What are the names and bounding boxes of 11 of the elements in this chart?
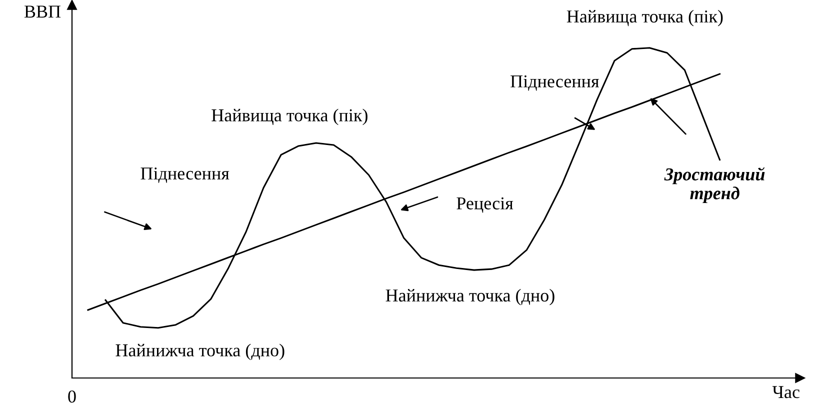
annotation: Найвища точка (пік) bbox=[212, 108, 368, 126]
y-axis-title: ВВП bbox=[24, 6, 61, 18]
annotation: Піднесення bbox=[140, 167, 230, 183]
annotation: Найнижча точка (дно) bbox=[116, 344, 284, 360]
text: Найвища точка (пік) bbox=[566, 10, 723, 26]
annotation: Рецесія bbox=[456, 197, 514, 213]
x-axis-title: Час bbox=[772, 386, 800, 398]
annotation: Зростаючий тренд bbox=[664, 167, 765, 204]
annotation: Піднесення bbox=[510, 75, 599, 91]
text: 0 bbox=[68, 390, 76, 403]
annotation: Найнижча точка (дно) bbox=[386, 288, 554, 306]
